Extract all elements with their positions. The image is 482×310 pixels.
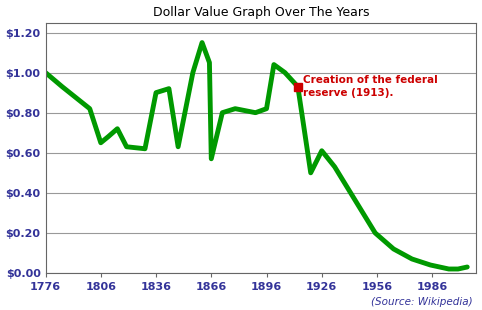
Title: Dollar Value Graph Over The Years: Dollar Value Graph Over The Years [153,6,369,19]
Text: (Source: Wikipedia): (Source: Wikipedia) [371,297,472,307]
Text: Creation of the federal
reserve (1913).: Creation of the federal reserve (1913). [303,75,438,98]
